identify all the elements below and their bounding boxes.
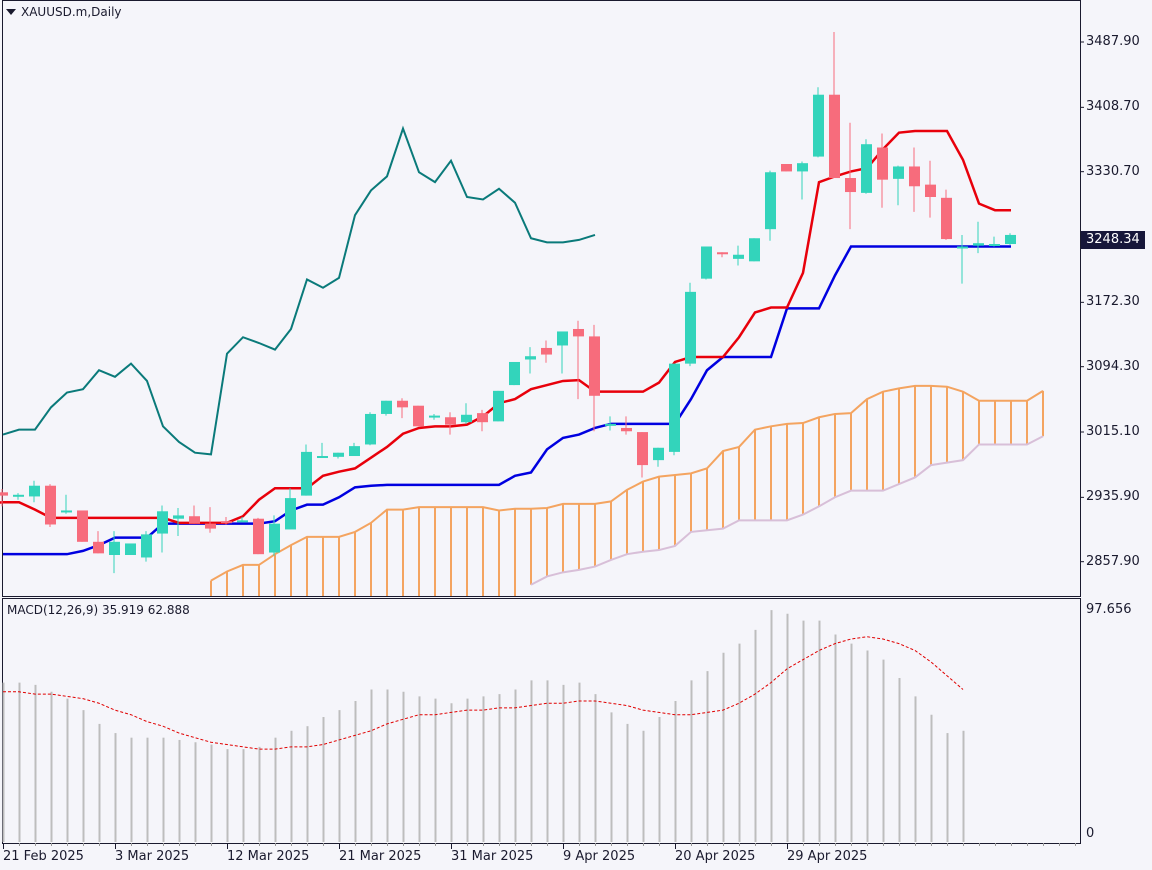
- price-tick-label: 3330.70: [1086, 163, 1140, 179]
- ichimoku-cloud: [210, 384, 1044, 596]
- symbol-title[interactable]: XAUUSD.m,Daily: [6, 5, 122, 19]
- date-tick-label: 29 Apr 2025: [787, 849, 868, 864]
- macd-zero-label: 0: [1086, 826, 1095, 841]
- chart-frame: [2, 0, 1081, 844]
- macd-indicator: [2, 610, 965, 842]
- macd-max-label: 97.656: [1086, 602, 1132, 617]
- price-tick-label: 3487.90: [1086, 34, 1140, 49]
- date-tick-label: 21 Feb 2025: [3, 849, 84, 864]
- date-tick-label: 3 Mar 2025: [115, 849, 190, 864]
- price-tick-label: 3094.30: [1086, 358, 1140, 374]
- price-tick-label: 3408.70: [1086, 99, 1140, 115]
- date-tick-label: 31 Mar 2025: [451, 849, 534, 864]
- date-tick-label: 12 Mar 2025: [227, 849, 310, 864]
- macd-label: MACD(12,26,9) 35.919 62.888: [7, 603, 190, 617]
- date-tick-label: 9 Apr 2025: [563, 849, 636, 864]
- date-tick-label: 20 Apr 2025: [675, 849, 756, 864]
- price-tick-label: 2857.90: [1086, 553, 1140, 569]
- dropdown-triangle-icon[interactable]: [6, 9, 16, 15]
- price-tick-label: 3015.10: [1086, 424, 1140, 439]
- current-price-badge: 3248.34: [1081, 231, 1145, 249]
- price-tick-label: 2935.90: [1086, 489, 1140, 505]
- symbol-title-text: XAUUSD.m,Daily: [21, 5, 122, 19]
- axes-ticks: [3, 41, 1084, 849]
- candlesticks: [0, 32, 1016, 574]
- price-tick-label: 3172.30: [1086, 294, 1140, 310]
- date-tick-label: 21 Mar 2025: [339, 849, 422, 864]
